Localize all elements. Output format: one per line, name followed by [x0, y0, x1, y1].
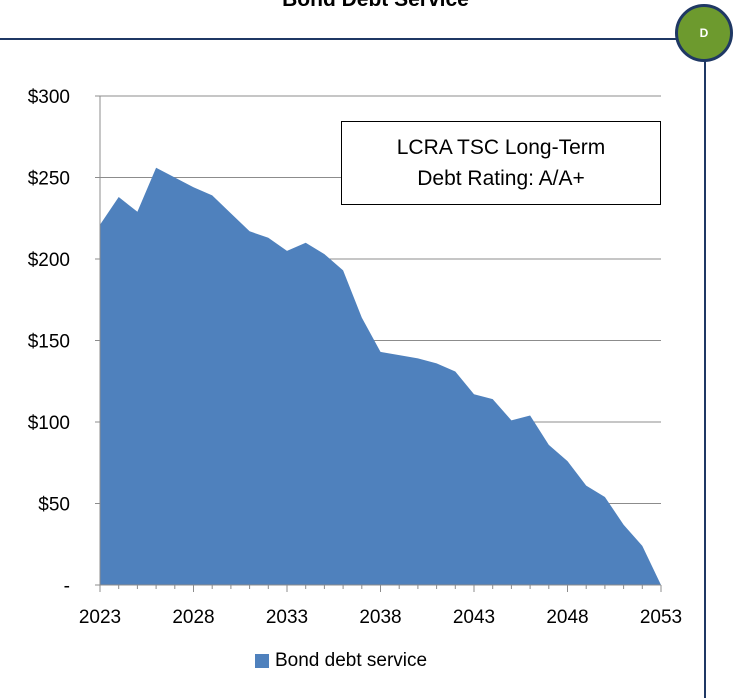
- x-tick-labels: 2023 2028 2033 2038 2043 2048 2053: [79, 607, 682, 628]
- y-tick-label-2: $100: [28, 413, 70, 434]
- legend-label: Bond debt service: [275, 650, 427, 672]
- annotation-line-1: LCRA TSC Long-Term: [397, 132, 606, 163]
- series-area-layer: [100, 168, 661, 585]
- x-tick-label-2023: 2023: [79, 607, 121, 628]
- x-tick-label-2048: 2048: [546, 607, 588, 628]
- y-tick-label-4: $200: [28, 250, 70, 271]
- y-tick-label-5: $250: [28, 169, 70, 190]
- legend: Bond debt service: [255, 647, 427, 675]
- y-tick-label-1: $50: [38, 495, 70, 516]
- x-tick-label-2043: 2043: [453, 607, 495, 628]
- x-tick-label-2038: 2038: [359, 607, 401, 628]
- legend-swatch: [255, 654, 269, 668]
- x-tick-label-2033: 2033: [266, 607, 308, 628]
- y-tick-labels: - $50 $100 $150 $200 $250 $300: [28, 87, 70, 597]
- y-tick-label-0: -: [64, 576, 70, 597]
- annotation-line-2: Debt Rating: A/A+: [417, 163, 585, 194]
- y-tick-label-3: $150: [28, 332, 70, 353]
- x-tick-label-2028: 2028: [172, 607, 214, 628]
- y-tick-label-6: $300: [28, 87, 70, 108]
- x-tick-label-2053: 2053: [640, 607, 682, 628]
- series-area-0: [100, 168, 661, 585]
- debt-rating-annotation: LCRA TSC Long-Term Debt Rating: A/A+: [341, 121, 661, 205]
